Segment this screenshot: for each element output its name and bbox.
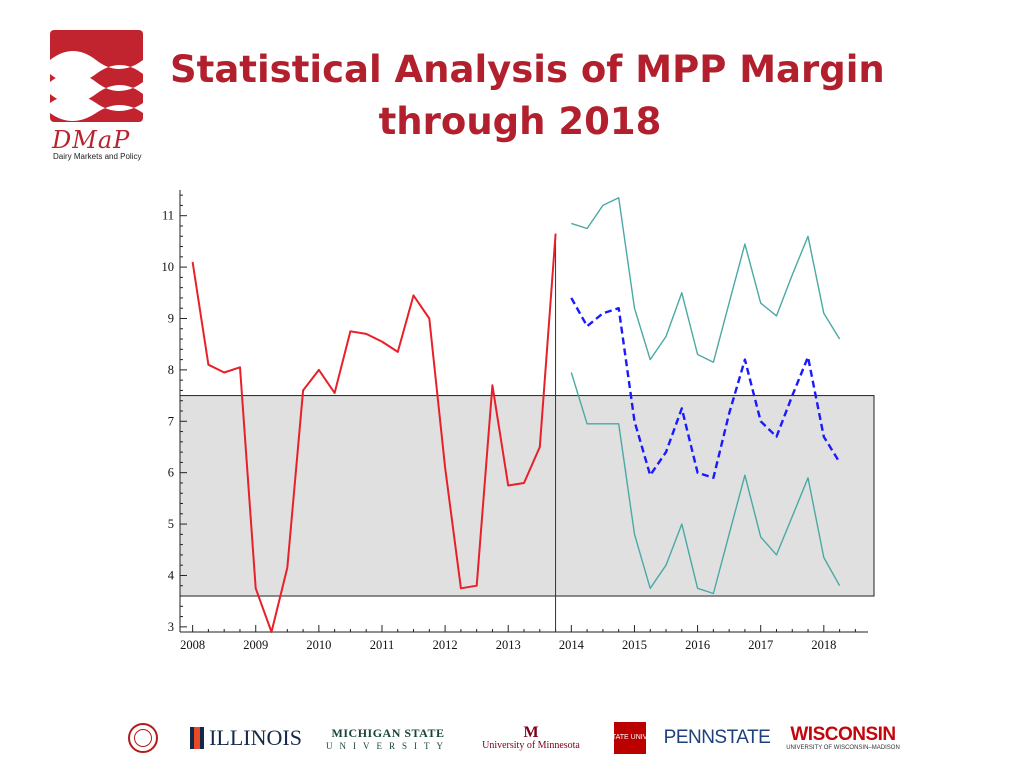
x-tick-label: 2018 [811,638,836,652]
y-tick-label: 4 [168,568,175,582]
illinois-wordmark: ILLINOIS [209,725,302,750]
penn-state-logo: PENNSTATE [662,718,772,758]
x-tick-label: 2016 [685,638,710,652]
x-tick-label: 2012 [433,638,458,652]
x-tick-label: 2011 [370,638,395,652]
x-tick-label: 2017 [748,638,773,652]
tick-labels: 3 4 5 6 7 8 9 10 11 2008 2009 2010 2011 2012 2013 2014 2… [162,209,837,652]
x-tick-label: 2015 [622,638,647,652]
ohio-state-logo: OHIO STATE UNIVERSITY [587,718,673,758]
msu-line2: UNIVERSITY [326,740,450,751]
series-forecast-mean [570,297,841,479]
y-tick-label: 9 [168,311,174,325]
x-tick-label: 2009 [243,638,268,652]
umn-name: University of Minnesota [482,739,580,751]
psu-wordmark: PENNSTATE [663,727,771,748]
msu-line1: MICHIGAN STATE [331,725,445,740]
y-tick-label: 10 [162,260,175,274]
dmap-wordmark: DMaP [52,126,131,154]
x-tick-label: 2010 [306,638,331,652]
series-forecast-lower [570,372,841,595]
series-forecast-upper [571,196,841,363]
michigan-state-logo: MICHIGAN STATE UNIVERSITY [326,718,450,758]
series-layer [191,196,841,633]
cornell-logo [126,718,160,758]
x-tick-label: 2013 [496,638,521,652]
dmap-logo: DMaP Dairy Markets and Policy [50,30,170,165]
y-tick-label: 7 [168,414,174,428]
wisc-subline: UNIVERSITY OF WISCONSIN–MADISON [786,745,900,751]
x-tick-label: 2008 [180,638,205,652]
cornell-seal-icon [128,723,158,753]
university-logos: ILLINOIS MICHIGAN STATE UNIVERSITY M Uni… [0,718,1024,768]
y-tick-label: 8 [168,363,174,377]
y-tick-label: 5 [168,517,174,531]
y-tick-label: 11 [162,209,174,223]
mpp-margin-chart: 3 4 5 6 7 8 9 10 11 2008 2009 2010 2011 2012 2013 2014 2… [162,190,875,652]
y-tick-label: 3 [168,620,174,634]
minnesota-logo: M University of Minnesota [468,718,594,758]
dmap-tagline: Dairy Markets and Policy [53,152,142,161]
illinois-logo: ILLINOIS [186,718,306,758]
chart-axes [179,190,868,633]
wisc-wordmark: WISCONSIN [790,724,896,745]
illinois-block-i-icon [190,727,205,749]
slide-title: Statistical Analysis of MPP Margin throu… [170,44,885,148]
slide-title-line2: through 2018 [378,100,662,143]
slide-title-line1: Statistical Analysis of MPP Margin [170,48,885,91]
y-tick-label: 6 [168,466,174,480]
osu-mark: OHIO STATE UNIVERSITY [587,722,673,754]
dmap-logo-mark [50,30,143,122]
wisconsin-logo: WISCONSIN UNIVERSITY OF WISCONSIN–MADISO… [784,718,902,758]
x-tick-label: 2014 [559,638,585,652]
series-historical [191,233,557,633]
margin-band [179,395,875,597]
umn-mark: M [523,723,539,741]
